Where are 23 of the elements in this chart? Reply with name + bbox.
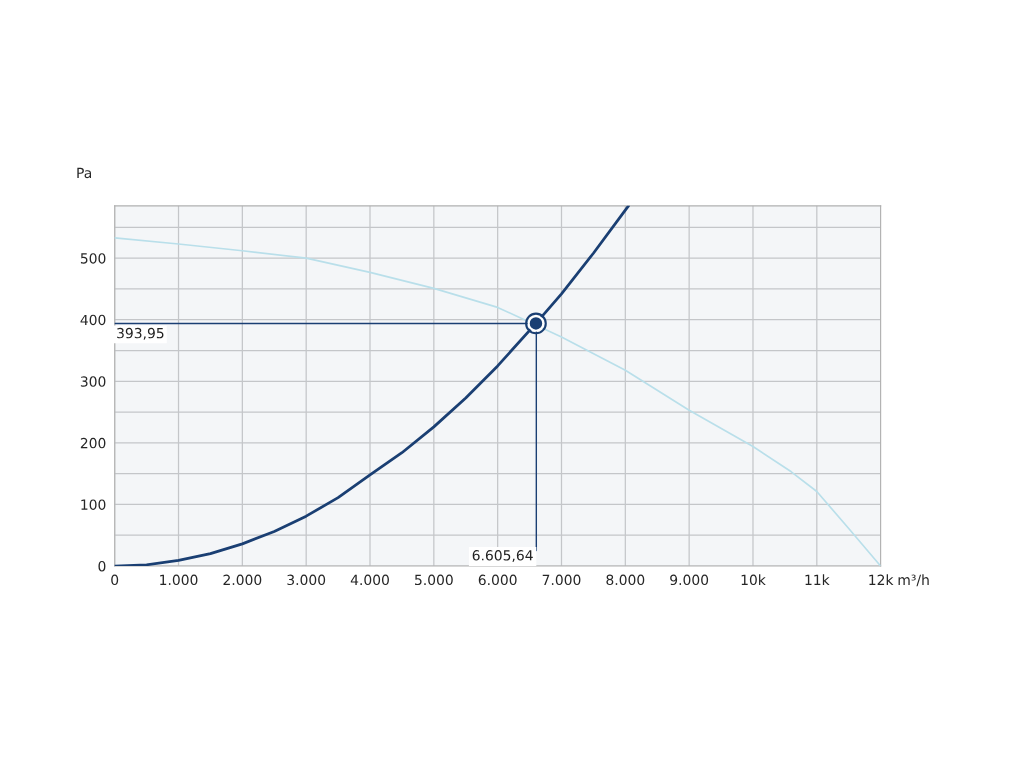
y-tick-label: 300 <box>80 376 106 387</box>
y-tick-label: 500 <box>80 253 106 264</box>
x-tick-label: 2.000 <box>223 574 262 586</box>
x-tick-label: 8.000 <box>606 574 645 586</box>
y-tick-label: 400 <box>80 314 106 326</box>
x-tick-label: 11k <box>805 574 830 585</box>
x-tick-label: 5.000 <box>415 574 453 586</box>
y-tick-label: 200 <box>80 437 106 449</box>
x-tick-label: 10k <box>741 574 766 586</box>
ref-line-label: 393,95 <box>117 327 164 340</box>
x-tick-label: 0 <box>111 574 119 586</box>
x-tick-label: 7.000 <box>542 574 581 586</box>
y-tick-label: 0 <box>98 560 106 572</box>
y-tick-label: 100 <box>81 499 106 510</box>
x-tick-label: 4.000 <box>350 574 389 586</box>
y-axis-title: Pa <box>77 167 91 179</box>
x-tick-label: 9.000 <box>670 574 709 586</box>
ref-line-label: 6.605,64 <box>472 550 533 562</box>
x-tick-label: 6.000 <box>478 574 517 586</box>
x-tick-label: 12k <box>869 574 894 585</box>
x-tick-label: 3.000 <box>287 574 326 586</box>
x-axis-title: m³/h <box>898 574 929 587</box>
x-tick-label: 1.000 <box>160 574 198 586</box>
